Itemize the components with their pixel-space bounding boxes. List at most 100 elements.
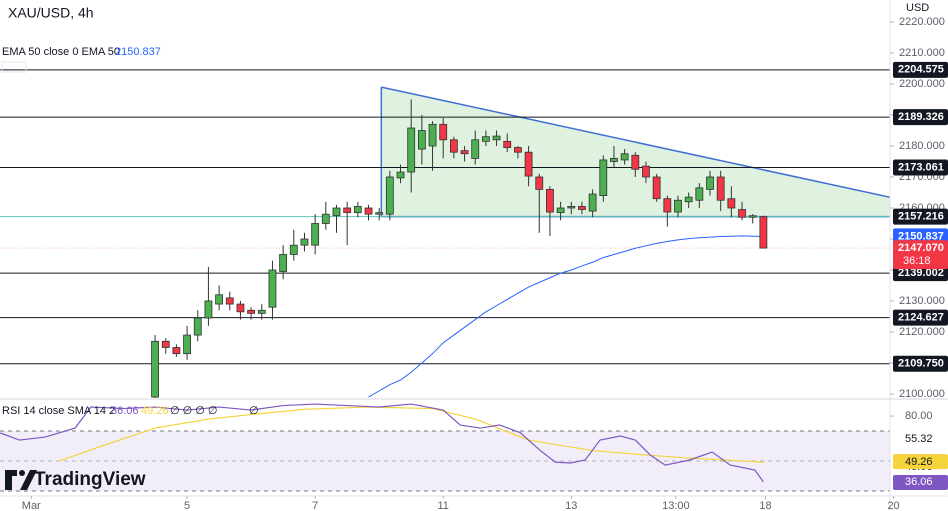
- x-tick-label: 18: [759, 500, 771, 511]
- rsi-sma-legend-value: 49.26: [141, 405, 169, 417]
- candle-body: [364, 207, 373, 215]
- candle-body: [738, 209, 746, 218]
- candle-body: [215, 294, 223, 305]
- candle-body: [610, 157, 618, 162]
- candle-body: [151, 340, 159, 398]
- rsi-label: 36.06: [905, 476, 933, 488]
- candle-body: [684, 196, 693, 203]
- rsi-legend: RSI 14 close SMA 14 2: [2, 405, 115, 417]
- candle-body: [556, 207, 565, 214]
- level-label: 2139.002: [898, 267, 944, 279]
- rsi-legend-flags: ∅ ∅ ∅ ∅: [170, 405, 218, 417]
- candle-body: [428, 123, 437, 147]
- candle-body: [471, 139, 480, 159]
- candle-body: [588, 193, 597, 212]
- x-tick-label: 13: [565, 500, 577, 511]
- x-tick-label: Mar: [22, 500, 41, 511]
- last-price-label: 2147.070: [898, 242, 944, 254]
- candle-body: [236, 303, 245, 313]
- candle-body: [652, 176, 661, 200]
- legend-toggle[interactable]: [1, 61, 27, 73]
- candle-body: [332, 207, 341, 217]
- level-label: 2173.061: [898, 161, 944, 173]
- y-tick-label: 2180.000: [899, 140, 945, 152]
- level-label-box: [893, 309, 948, 326]
- level-label-box: [893, 109, 948, 126]
- candle-body: [716, 176, 725, 201]
- candle-body: [204, 300, 213, 319]
- level-label-box: [893, 159, 948, 176]
- rsi-sma-label: 49.26: [905, 456, 933, 468]
- level-label: 2124.627: [898, 312, 944, 324]
- logo-shape: [5, 470, 37, 490]
- candle-body: [514, 147, 522, 153]
- candle-body: [524, 151, 533, 177]
- level-label: 2157.216: [898, 211, 944, 223]
- watermark-logo: [5, 470, 37, 490]
- x-tick-label: 13:00: [662, 500, 690, 511]
- ema-legend: EMA 50 close 0 EMA 50: [2, 46, 120, 58]
- triangle-top: [381, 86, 890, 199]
- rsi-line: [0, 403, 764, 483]
- candle-body: [599, 159, 608, 196]
- axes: 2100.0002110.0002120.0002130.0002140.000…: [22, 16, 948, 511]
- last-price-box: [893, 240, 948, 270]
- y-tick-label: 2200.000: [899, 78, 945, 90]
- candle-body: [546, 188, 554, 213]
- candle-body: [375, 212, 384, 215]
- candle-body: [311, 223, 320, 246]
- candle-body: [279, 254, 288, 272]
- candle-body: [481, 136, 490, 142]
- chart-title: XAU/USD, 4h: [8, 5, 94, 21]
- candle-body: [631, 154, 640, 170]
- rsi-legend-flag: ∅: [249, 405, 259, 417]
- candle-body: [417, 130, 426, 150]
- candle-body: [567, 206, 576, 209]
- candle-body: [257, 309, 266, 314]
- candle-body: [407, 127, 416, 173]
- candle-body: [225, 297, 234, 305]
- y-tick-label: 2220.000: [899, 16, 945, 28]
- currency: USD: [906, 2, 929, 14]
- candle-body: [695, 187, 704, 201]
- rsi-side-label: 55.32: [905, 433, 933, 445]
- y-tick-label: 2210.000: [899, 47, 945, 59]
- triangle-fill: [381, 87, 890, 217]
- candle-body: [620, 153, 629, 161]
- candle-body: [663, 198, 672, 213]
- x-tick-label: 5: [184, 500, 190, 511]
- candle-body: [161, 340, 170, 348]
- candle-body: [674, 199, 682, 213]
- y-tick-label: 2130.000: [899, 295, 945, 307]
- candle-body: [748, 215, 757, 218]
- y-tick-label: 2120.000: [899, 326, 945, 338]
- level-label: 2204.575: [898, 64, 944, 76]
- candle-body: [172, 347, 181, 355]
- level-label: 2109.750: [898, 358, 944, 370]
- candle-body: [385, 176, 394, 215]
- level-label-box: [893, 61, 948, 78]
- rsi-label-box: [893, 474, 948, 490]
- candle-body: [759, 216, 768, 249]
- candle-body: [289, 244, 298, 255]
- candle-body: [706, 176, 714, 190]
- candle-body: [449, 139, 458, 153]
- candle-body: [535, 176, 544, 190]
- logo-dot: [19, 470, 25, 476]
- level-label-box: [893, 265, 948, 282]
- watermark: TradingView: [34, 469, 146, 490]
- candle-body: [439, 123, 448, 141]
- level-label-box: [893, 208, 948, 225]
- candle-body: [247, 309, 256, 314]
- x-tick-label: 11: [438, 500, 449, 511]
- candle-body: [727, 198, 736, 209]
- price-pane: [0, 69, 890, 398]
- ema-label: 2150.837: [898, 230, 944, 242]
- candle-body: [460, 150, 469, 155]
- y-tick-label: 2100.000: [899, 388, 945, 400]
- rsi-y-tick-label: 80.00: [905, 410, 933, 422]
- rsi-sma-label-box: [893, 454, 948, 470]
- candle-body: [300, 238, 309, 246]
